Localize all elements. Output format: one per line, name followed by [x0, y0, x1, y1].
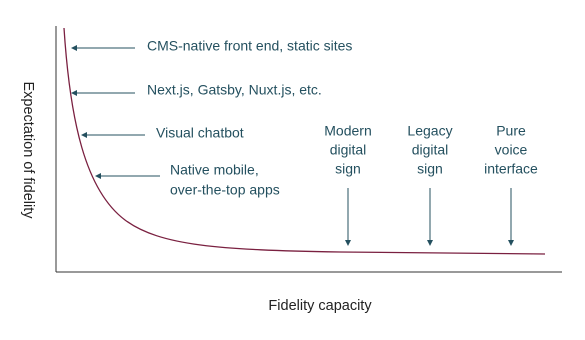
annotation: over-the-top apps: [170, 182, 280, 198]
annotation: Native mobile,: [170, 162, 259, 178]
annotation: sign: [335, 161, 361, 177]
curve: [63, 27, 546, 255]
annotation: voice: [495, 142, 528, 158]
annotation: sign: [417, 161, 443, 177]
annotation: CMS-native front end, static sites: [147, 38, 352, 54]
annotation: digital: [412, 142, 449, 158]
annotation: Next.js, Gatsby, Nuxt.js, etc.: [147, 82, 322, 98]
annotation: Pure: [496, 123, 526, 139]
annotation: Visual chatbot: [156, 125, 244, 141]
x-axis-label: Fidelity capacity: [268, 298, 372, 314]
annotation: interface: [484, 161, 538, 177]
annotation: Legacy: [407, 123, 452, 139]
annotation: Modern: [324, 123, 371, 139]
y-axis-label: Expectation of fidelity: [20, 81, 36, 219]
annotation: digital: [330, 142, 367, 158]
